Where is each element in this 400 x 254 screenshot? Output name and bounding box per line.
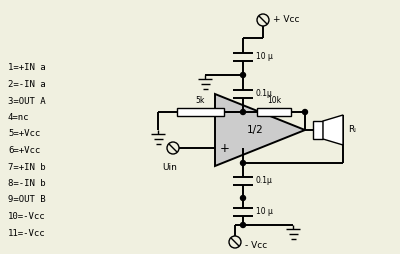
Text: Rₗ: Rₗ (348, 125, 356, 135)
Circle shape (302, 109, 308, 115)
Polygon shape (215, 94, 305, 166)
Circle shape (240, 196, 246, 200)
Text: 10 μ: 10 μ (256, 207, 273, 216)
Text: 10 μ: 10 μ (256, 52, 273, 61)
Bar (177, 108, 224, 116)
Text: Uin: Uin (162, 164, 178, 172)
Circle shape (240, 161, 246, 166)
Text: 1=+IN a: 1=+IN a (8, 64, 46, 72)
Text: 2=-IN a: 2=-IN a (8, 80, 46, 89)
Text: −: − (220, 105, 230, 119)
Text: 0.1μ: 0.1μ (256, 176, 273, 185)
Text: 8=-IN b: 8=-IN b (8, 179, 46, 188)
Circle shape (240, 72, 246, 77)
Text: 9=OUT B: 9=OUT B (8, 196, 46, 204)
Text: - Vcc: - Vcc (245, 241, 267, 249)
Bar (313, 121, 323, 139)
Bar (257, 108, 291, 116)
Text: 5=+Vcc: 5=+Vcc (8, 130, 40, 138)
Circle shape (240, 109, 246, 115)
Text: 4=nc: 4=nc (8, 113, 30, 122)
Text: +: + (220, 141, 230, 154)
Text: 7=+IN b: 7=+IN b (8, 163, 46, 171)
Polygon shape (323, 115, 343, 145)
Text: 10=-Vcc: 10=-Vcc (8, 212, 46, 221)
Text: 5k: 5k (196, 96, 205, 105)
Text: 10k: 10k (267, 96, 281, 105)
Text: 1/2: 1/2 (247, 125, 263, 135)
Text: 6=+Vcc: 6=+Vcc (8, 146, 40, 155)
Text: 0.1μ: 0.1μ (256, 89, 273, 98)
Text: 3=OUT A: 3=OUT A (8, 97, 46, 105)
Text: + Vcc: + Vcc (273, 15, 300, 24)
Circle shape (240, 223, 246, 228)
Text: 11=-Vcc: 11=-Vcc (8, 229, 46, 237)
